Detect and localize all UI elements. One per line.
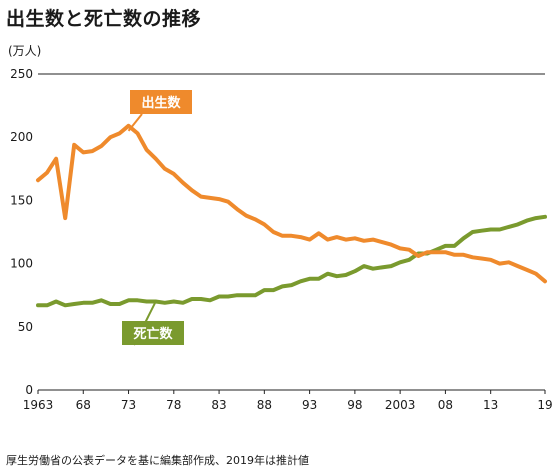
x-tick-label: 13 xyxy=(483,398,498,412)
x-tick-label: 19 xyxy=(537,398,552,412)
y-tick-label: 100 xyxy=(10,257,33,271)
series-line-births xyxy=(36,123,547,284)
y-tick-label: 200 xyxy=(10,130,33,144)
y-axis-unit-label: (万人) xyxy=(8,44,42,58)
x-tick-label: 93 xyxy=(302,398,317,412)
x-tick-label: 68 xyxy=(76,398,91,412)
x-tick-label: 83 xyxy=(211,398,226,412)
chart-title: 出生数と死亡数の推移 xyxy=(6,8,202,30)
x-tick-label: 08 xyxy=(438,398,453,412)
series-line-deaths xyxy=(36,214,547,308)
y-tick-label: 250 xyxy=(10,67,33,81)
x-tick-label: 2003 xyxy=(385,398,416,412)
legend-label-deaths-text: 死亡数 xyxy=(133,326,173,342)
legend-label-births-box xyxy=(130,90,192,114)
y-tick-label: 150 xyxy=(10,193,33,207)
legend-label-births-text: 出生数 xyxy=(141,95,181,111)
legend-label-deaths-box xyxy=(122,321,184,345)
x-tick-label: 78 xyxy=(166,398,181,412)
source-note: 厚生労働省の公表データを基に編集部作成、2019年は推計値 xyxy=(6,454,309,467)
legend-label-births-pointer xyxy=(127,113,143,132)
x-tick-label: 98 xyxy=(347,398,362,412)
y-tick-label: 50 xyxy=(18,320,33,334)
x-tick-label: 73 xyxy=(121,398,136,412)
y-tick-label: 0 xyxy=(25,383,33,397)
x-tick-label: 88 xyxy=(257,398,272,412)
x-tick-label: 1963 xyxy=(23,398,54,412)
